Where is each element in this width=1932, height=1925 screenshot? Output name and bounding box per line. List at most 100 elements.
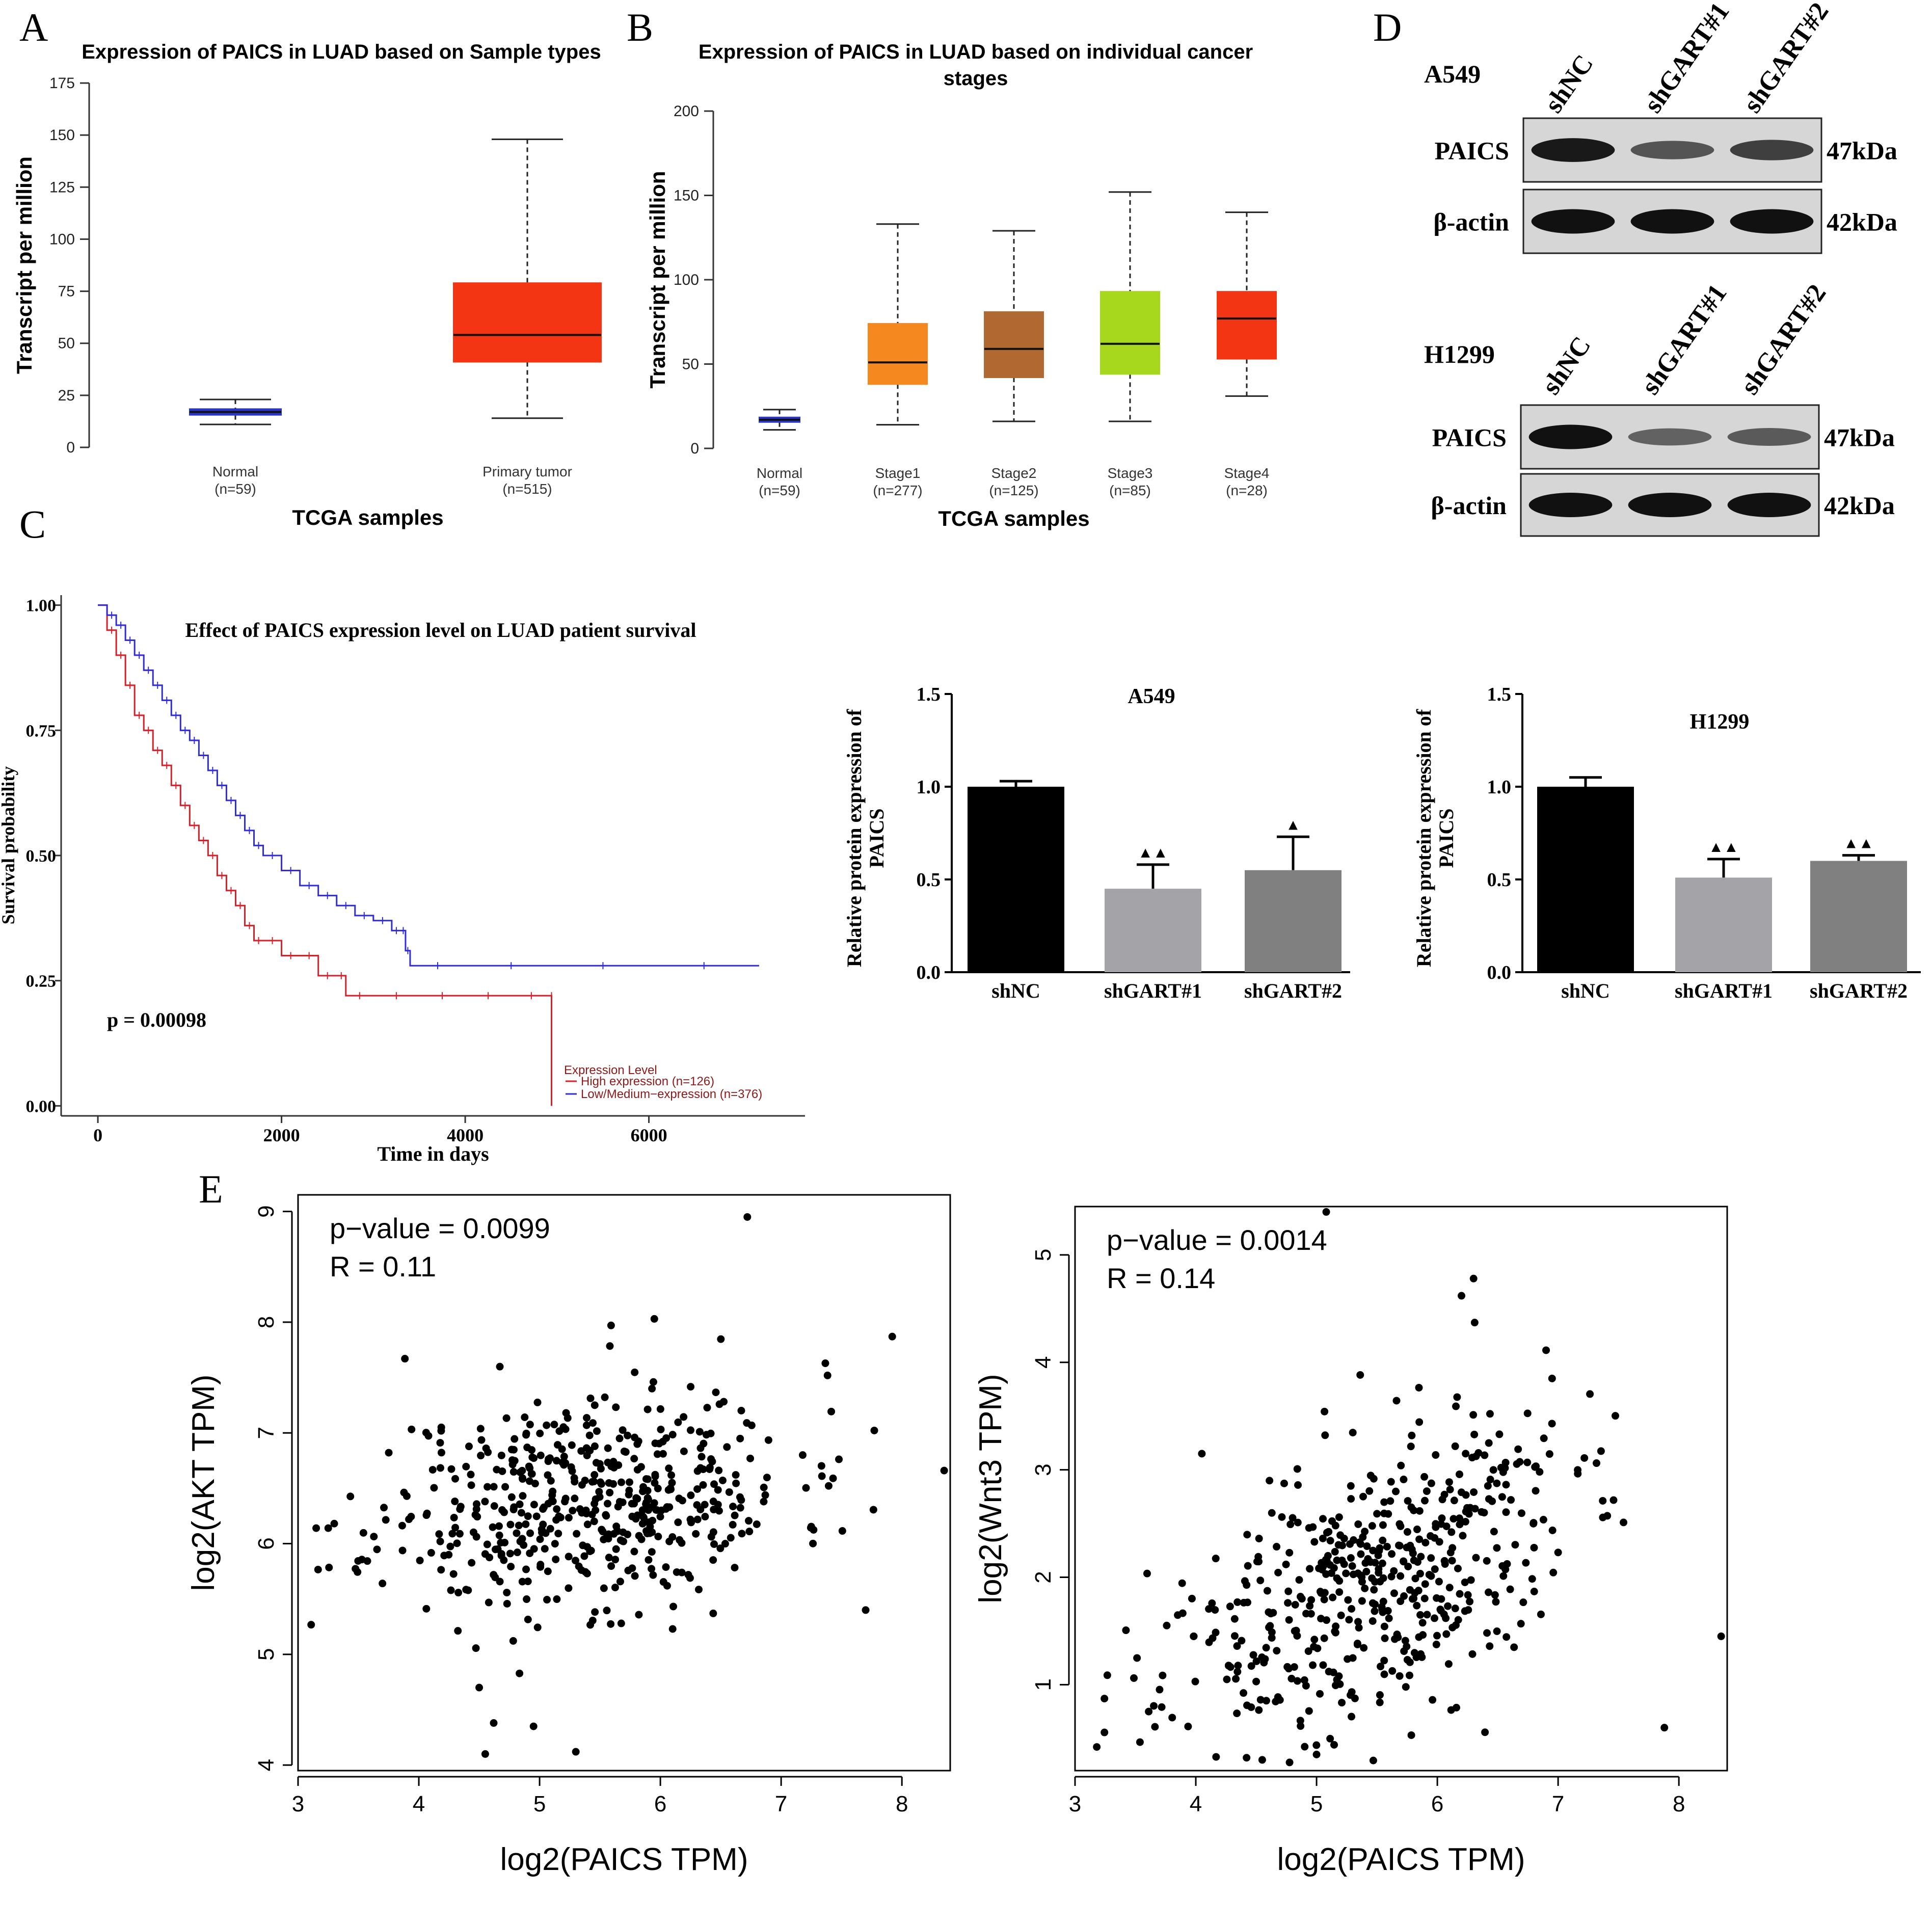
category-label: shGART#2: [1810, 979, 1908, 1002]
data-point: [462, 1586, 470, 1594]
protein-band: [1630, 141, 1714, 159]
data-point: [1456, 1514, 1464, 1522]
data-point: [829, 1474, 837, 1482]
data-point: [1354, 1520, 1362, 1528]
data-point: [1294, 1518, 1302, 1527]
bar-rect: [1245, 870, 1341, 972]
data-point: [1354, 1618, 1362, 1626]
data-point: [307, 1621, 315, 1629]
data-point: [1425, 1570, 1433, 1579]
data-point: [654, 1484, 662, 1492]
category-label: Stage4: [1224, 465, 1270, 481]
data-point: [506, 1549, 514, 1558]
data-point: [1450, 1515, 1458, 1523]
legend-entry: Low/Medium−expression (n=376): [581, 1087, 762, 1101]
data-point: [1499, 1572, 1508, 1580]
category-label: Stage3: [1108, 465, 1153, 481]
bar-shgart-2: shGART#2 ▲: [1244, 816, 1342, 1002]
data-point: [1472, 1452, 1480, 1460]
data-point: [607, 1321, 615, 1329]
data-point: [430, 1484, 438, 1492]
size-label: 47kDa: [1827, 137, 1897, 165]
data-point: [651, 1471, 659, 1479]
data-point: [1284, 1599, 1292, 1607]
data-point: [745, 1528, 754, 1536]
data-point: [586, 1394, 595, 1402]
y-axis-label-line2: PAICS: [865, 808, 888, 868]
data-point: [1158, 1703, 1166, 1711]
data-point: [835, 1455, 843, 1463]
data-point: [633, 1440, 641, 1448]
data-point: [1400, 1557, 1408, 1565]
data-point: [1319, 1661, 1327, 1669]
data-point: [702, 1431, 710, 1439]
y-tick-label: 1.0: [917, 777, 941, 798]
data-point: [472, 1505, 480, 1513]
y-tick-label: 0.25: [26, 972, 57, 991]
data-point: [1371, 1559, 1379, 1567]
data-point: [1347, 1495, 1355, 1503]
data-point: [1223, 1675, 1231, 1683]
data-point: [1396, 1520, 1404, 1528]
data-point: [650, 1499, 658, 1507]
data-point: [1293, 1677, 1301, 1685]
data-point: [533, 1398, 542, 1406]
data-point: [1448, 1557, 1456, 1565]
data-point: [1548, 1374, 1556, 1382]
protein-band: [1531, 138, 1615, 162]
data-point: [585, 1431, 594, 1439]
data-point: [1401, 1637, 1409, 1645]
data-point: [1346, 1540, 1354, 1548]
data-point: [1451, 1442, 1459, 1450]
bar-rect: [1810, 861, 1907, 972]
cell-line-label: A549: [1424, 60, 1481, 88]
data-point: [1209, 1634, 1217, 1642]
data-point: [1263, 1587, 1271, 1595]
data-point: [599, 1528, 607, 1536]
data-point: [1470, 1319, 1479, 1327]
data-point: [940, 1466, 948, 1475]
data-point: [541, 1545, 549, 1553]
data-point: [440, 1552, 448, 1560]
data-point: [620, 1447, 628, 1455]
data-point: [1344, 1655, 1352, 1663]
data-point: [427, 1549, 435, 1557]
data-point: [1510, 1643, 1518, 1651]
category-label: Stage1: [875, 465, 921, 481]
data-point: [1369, 1599, 1377, 1607]
data-point: [1328, 1517, 1336, 1525]
data-point: [1212, 1555, 1220, 1563]
data-point: [1317, 1589, 1325, 1597]
r-annotation: R = 0.14: [1107, 1262, 1215, 1294]
box-primary-tumor: Primary tumor (n=515): [453, 138, 602, 497]
data-point: [416, 1557, 424, 1565]
data-point: [1168, 1714, 1176, 1722]
data-point: [1423, 1611, 1431, 1619]
data-point: [1470, 1430, 1479, 1438]
data-point: [798, 1451, 807, 1459]
data-point: [385, 1449, 393, 1457]
data-point: [1378, 1559, 1386, 1567]
data-point: [597, 1480, 605, 1488]
box-iqr: [453, 282, 602, 363]
data-point: [1385, 1614, 1393, 1622]
data-point: [615, 1434, 624, 1442]
data-point: [624, 1431, 632, 1439]
data-point: [436, 1464, 444, 1472]
data-point: [1539, 1516, 1547, 1524]
data-point: [1609, 1496, 1618, 1504]
data-point: [1244, 1598, 1252, 1607]
data-point: [1300, 1676, 1308, 1684]
protein-band: [1630, 209, 1714, 234]
data-point: [1542, 1346, 1550, 1354]
data-point: [545, 1455, 553, 1463]
data-point: [1431, 1565, 1439, 1573]
data-point: [1252, 1677, 1260, 1686]
data-point: [522, 1429, 530, 1437]
data-point: [1233, 1709, 1241, 1718]
category-label: shGART#2: [1244, 979, 1342, 1002]
data-point: [1420, 1496, 1429, 1505]
